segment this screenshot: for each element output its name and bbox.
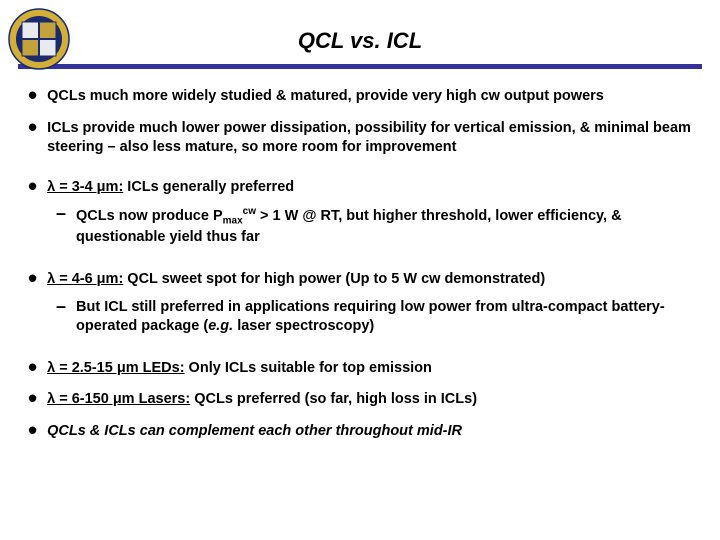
slide-content: • QCLs much more widely studied & mature… xyxy=(0,87,720,441)
bullet-text: λ = 2.5-15 μm LEDs: Only ICLs suitable f… xyxy=(47,359,432,379)
bullet-text: QCLs much more widely studied & matured,… xyxy=(47,87,604,107)
sub-bullet-marker: – xyxy=(56,205,66,221)
bullet-item: • λ = 2.5-15 μm LEDs: Only ICLs suitable… xyxy=(28,359,700,379)
bullet-marker: • xyxy=(28,178,37,194)
bullet-text: ICLs provide much lower power dissipatio… xyxy=(47,119,700,158)
bullet-marker: • xyxy=(28,390,37,406)
bullet-item: • λ = 3-4 μm: ICLs generally preferred xyxy=(28,178,700,198)
sub-bullet-marker: – xyxy=(56,298,66,314)
bullet-item: • λ = 4-6 μm: QCL sweet spot for high po… xyxy=(28,270,700,290)
bullet-text: λ = 6-150 μm Lasers: QCLs preferred (so … xyxy=(47,390,477,410)
title-rule xyxy=(18,64,702,69)
bullet-item: • QCLs & ICLs can complement each other … xyxy=(28,422,700,442)
sub-bullet-item: – QCLs now produce Pmaxcw > 1 W @ RT, bu… xyxy=(56,205,700,248)
slide-title: QCL vs. ICL xyxy=(0,0,720,64)
bullet-marker: • xyxy=(28,359,37,375)
bullet-marker: • xyxy=(28,119,37,135)
sub-bullet-text: But ICL still preferred in applications … xyxy=(76,298,700,337)
bullet-text: λ = 3-4 μm: ICLs generally preferred xyxy=(47,178,294,198)
bullet-marker: • xyxy=(28,422,37,438)
bullet-item: • ICLs provide much lower power dissipat… xyxy=(28,119,700,158)
institution-logo xyxy=(8,8,70,70)
sub-bullet-text: QCLs now produce Pmaxcw > 1 W @ RT, but … xyxy=(76,205,700,248)
bullet-item: • QCLs much more widely studied & mature… xyxy=(28,87,700,107)
bullet-text: QCLs & ICLs can complement each other th… xyxy=(47,422,462,442)
bullet-marker: • xyxy=(28,87,37,103)
sub-bullet-item: – But ICL still preferred in application… xyxy=(56,298,700,337)
bullet-marker: • xyxy=(28,270,37,286)
bullet-text: λ = 4-6 μm: QCL sweet spot for high powe… xyxy=(47,270,545,290)
bullet-item: • λ = 6-150 μm Lasers: QCLs preferred (s… xyxy=(28,390,700,410)
